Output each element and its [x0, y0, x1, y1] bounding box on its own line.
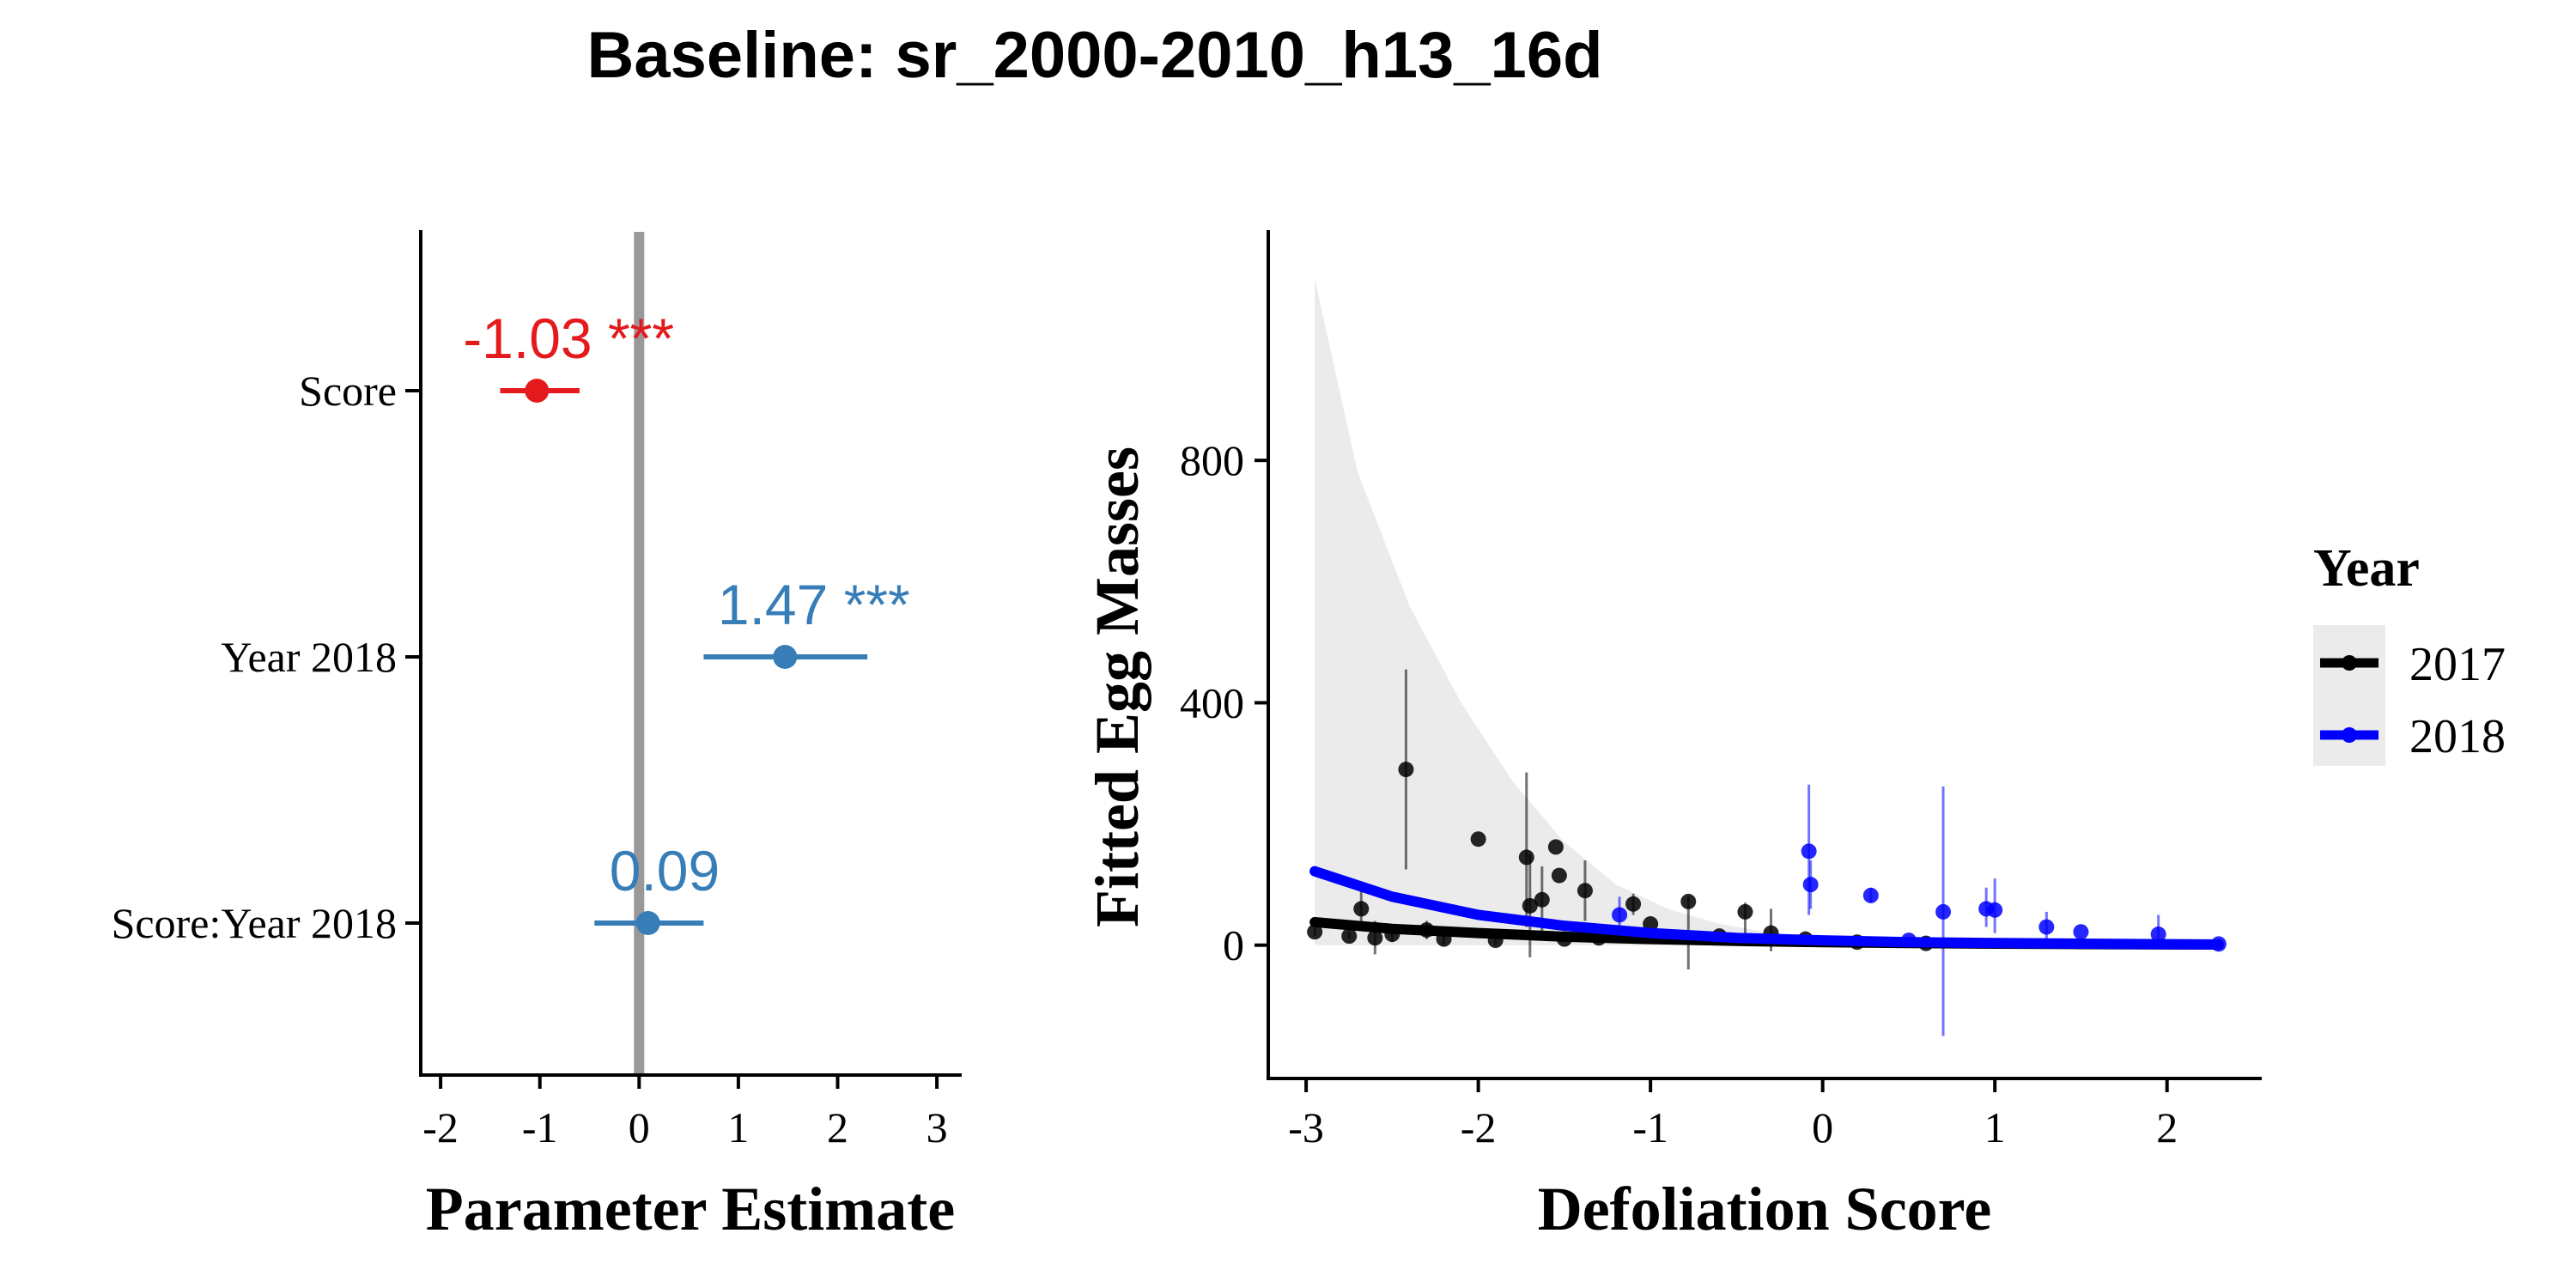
- data-point-2017: [1522, 897, 1538, 914]
- legend-label-2017: 2017: [2409, 638, 2506, 691]
- coef-x-tick-label: 1: [727, 1103, 749, 1151]
- coef-term-label: Score:Year 2018: [112, 899, 397, 947]
- fit-x-tick-label: 0: [1812, 1103, 1833, 1151]
- fit-x-tick-label: 1: [1984, 1103, 2006, 1151]
- data-point-2017: [1341, 928, 1358, 945]
- data-point-2017: [1470, 831, 1486, 848]
- fitted-egg-masses-plot: -3 -2 -1 0 1 2 0 400 800 Defoliation Score Fitte…: [1083, 230, 2262, 1243]
- coef-x-tick-label: 2: [827, 1103, 848, 1151]
- coef-x-tick-label: 3: [927, 1103, 948, 1151]
- legend-key-background: [2313, 625, 2385, 766]
- data-point-2018: [2038, 919, 2055, 935]
- coef-estimate-point: [635, 911, 660, 935]
- data-point-2017: [1398, 762, 1414, 778]
- coefficient-plot: -2 -1 0 1 2 3 Score -1.03 *** Year 2018 1.47 *** S…: [112, 230, 962, 1243]
- confidence-ribbon-2017: [1315, 278, 2219, 945]
- fit-line-2018: [1309, 866, 2224, 951]
- coef-x-tick-label: -1: [522, 1103, 558, 1151]
- data-point-2017: [1367, 930, 1383, 946]
- legend-key-point-2018: [2342, 727, 2357, 743]
- data-point-2018: [1987, 902, 2003, 918]
- data-point-2018: [1801, 843, 1817, 860]
- coef-estimate-label: 0.09: [610, 839, 720, 902]
- data-point-2017: [1534, 891, 1550, 908]
- coef-estimate-label: 1.47 ***: [718, 573, 910, 636]
- data-point-2018: [2150, 927, 2166, 943]
- fit-y-tick-label: 800: [1180, 436, 1244, 484]
- data-point-2018: [1935, 903, 1952, 920]
- legend-key-point-2017: [2342, 655, 2357, 671]
- coef-estimate-point: [525, 379, 550, 403]
- coef-term-label: Year 2018: [221, 633, 397, 681]
- legend: Year 2017 2018: [2313, 539, 2506, 766]
- coef-x-tick-label: 0: [629, 1103, 650, 1151]
- coef-term-label: Score: [299, 367, 397, 415]
- coef-estimate-point: [773, 645, 798, 669]
- data-point-2017: [1680, 893, 1697, 909]
- fit-y-tick-label: 400: [1180, 678, 1244, 726]
- data-point-2018: [1612, 907, 1628, 923]
- data-point-2017: [1737, 903, 1753, 920]
- legend-title: Year: [2313, 539, 2420, 598]
- data-point-2017: [1518, 849, 1534, 866]
- data-point-2017: [1551, 867, 1567, 884]
- data-point-2017: [1577, 883, 1593, 899]
- data-point-2017: [1307, 924, 1323, 940]
- legend-label-2018: 2018: [2409, 710, 2506, 763]
- data-point-2017: [1353, 901, 1370, 917]
- coef-estimate-label: -1.03 ***: [463, 307, 674, 370]
- fit-x-tick-label: -1: [1632, 1103, 1668, 1151]
- fit-y-tick-label: 0: [1223, 921, 1244, 969]
- data-point-2018: [1862, 887, 1879, 903]
- fit-x-tick-label: 2: [2156, 1103, 2178, 1151]
- fit-x-tick-label: -2: [1461, 1103, 1497, 1151]
- fit-x-tick-label: -3: [1288, 1103, 1324, 1151]
- fit-y-axis-title: Fitted Egg Masses: [1083, 447, 1151, 927]
- data-point-2017: [1547, 839, 1564, 855]
- data-point-2018: [1802, 877, 1819, 893]
- data-point-2017: [1625, 896, 1642, 912]
- data-point-2018: [2073, 924, 2089, 940]
- coef-x-tick-label: -2: [422, 1103, 459, 1151]
- fit-x-axis-title: Defoliation Score: [1538, 1175, 1992, 1243]
- figure-title: Baseline: sr_2000-2010_h13_16d: [586, 19, 1602, 92]
- coef-x-axis-title: Parameter Estimate: [426, 1175, 955, 1243]
